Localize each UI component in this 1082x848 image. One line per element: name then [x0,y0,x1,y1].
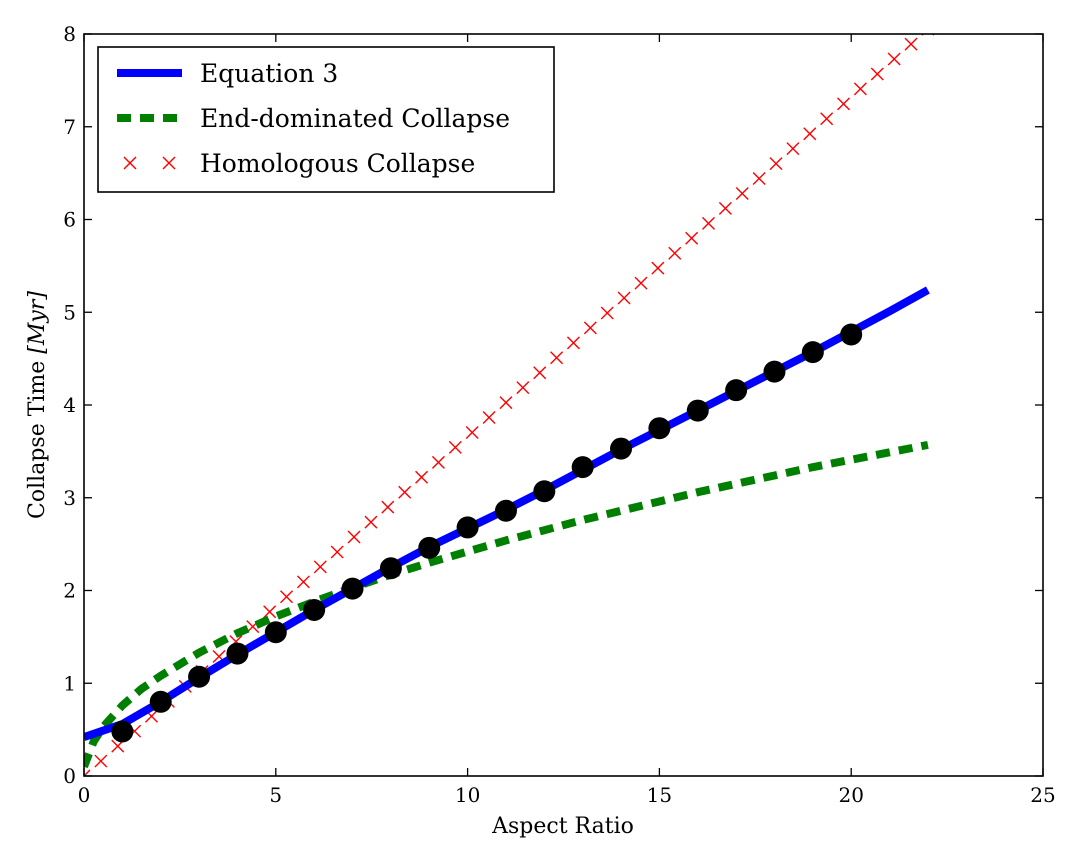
data-point [111,720,134,743]
homologous-marker [415,470,429,484]
legend: Equation 3 End-dominated Collapse Homolo… [97,46,555,193]
y-tick-label: 0 [63,764,76,788]
homologous-marker [853,82,867,96]
homologous-marker [364,515,378,529]
y-tick-label: 3 [63,486,76,510]
homologous-marker [566,336,580,350]
homologous-marker [280,590,294,604]
homologous-marker [550,351,564,365]
homologous-marker [769,157,783,171]
data-point [264,621,287,644]
y-tick-label: 7 [63,115,76,139]
y-tick-label: 4 [63,393,76,417]
homologous-marker [904,37,918,51]
homologous-marker [887,52,901,66]
data-point [840,323,863,346]
legend-label-equation-3: Equation 3 [200,59,338,88]
homologous-marker [735,186,749,200]
data-point [456,516,479,539]
homologous-marker [533,366,547,380]
homologous-marker [668,246,682,260]
data-point [801,341,824,364]
homologous-marker [263,605,277,619]
homologous-marker [398,485,412,499]
x-axis-title: Aspect Ratio [491,814,634,839]
data-point [379,557,402,580]
homologous-marker [94,754,108,768]
homologous-marker [296,575,310,589]
data-point [418,536,441,559]
data-point [188,665,211,688]
homologous-marker [313,560,327,574]
homologous-marker [465,425,479,439]
homologous-marker [583,321,597,335]
x-tick-label: 10 [455,783,480,807]
homologous-marker [803,127,817,141]
y-axis-title-text: Collapse Time [25,354,50,519]
homologous-marker [84,769,91,776]
x-tick-label: 25 [1030,783,1055,807]
y-axis-title: Collapse Time [Myr] [25,291,50,519]
data-point [686,399,709,422]
data-point [303,598,326,621]
legend-label-end-dominated: End-dominated Collapse [200,104,510,133]
homologous-marker [617,291,631,305]
x-tick-label: 15 [647,783,672,807]
homologous-marker [516,381,530,395]
x-tick-label: 5 [269,783,282,807]
homologous-marker [634,276,648,290]
homologous-marker [702,216,715,230]
homologous-marker [718,201,732,215]
homologous-marker [752,172,766,186]
homologous-marker [347,530,361,544]
homologous-marker [685,231,699,245]
data-point [494,499,517,522]
y-tick-label: 1 [63,671,76,695]
data-point [341,577,364,600]
x-tick-label: 0 [78,783,91,807]
homologous-marker [820,112,834,126]
homologous-marker [600,306,614,320]
homologous-marker [870,67,884,81]
homologous-marker [381,500,395,514]
legend-label-homologous: Homologous Collapse [200,149,475,178]
homologous-marker [482,411,496,425]
data-point [149,690,172,713]
homologous-marker [837,97,851,111]
data-point [226,642,249,665]
data-point [533,480,556,503]
homologous-marker [786,142,800,156]
homologous-marker [448,440,462,454]
homologous-marker [499,396,513,410]
legend-swatch-homologous [123,156,176,170]
y-tick-label: 5 [63,300,76,324]
series-layer [84,34,935,776]
homologous-marker [330,545,344,559]
data-point [571,456,594,479]
end-dominated-line [84,440,929,769]
y-tick-label: 6 [63,208,76,232]
data-point [725,379,748,402]
data-point [763,360,786,383]
data-point [610,437,633,460]
y-axis-title-unit: [Myr] [25,291,50,354]
data-point [648,417,671,440]
y-tick-label: 2 [63,579,76,603]
y-tick-label: 8 [63,22,76,46]
x-tick-label: 20 [838,783,863,807]
homologous-marker [431,455,445,469]
axis-ticks: 0 5 10 15 20 25 0 1 2 3 4 5 6 7 8 [63,22,1055,807]
homologous-marker [651,261,665,275]
